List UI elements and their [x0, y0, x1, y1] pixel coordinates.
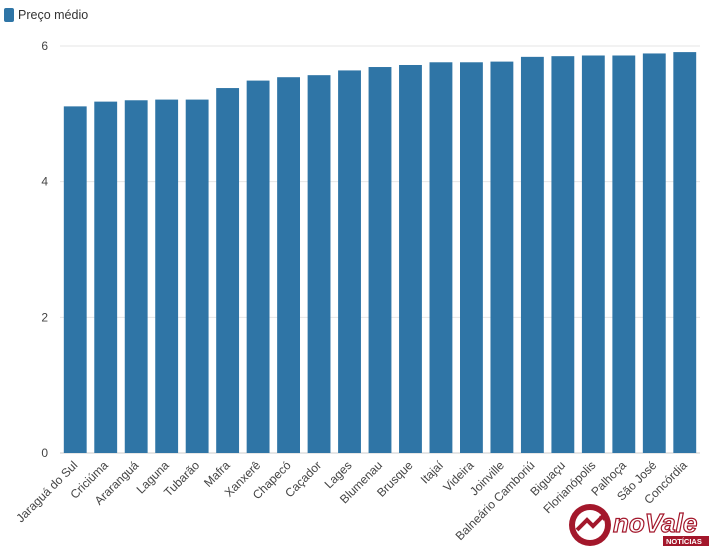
bar[interactable] — [94, 101, 118, 453]
bar[interactable] — [63, 106, 87, 453]
legend[interactable]: Preço médio — [4, 6, 88, 24]
bar[interactable] — [155, 99, 179, 454]
bar[interactable] — [551, 56, 575, 454]
novale-logo: noVale NOTÍCIAS — [569, 504, 709, 546]
legend-swatch — [4, 8, 14, 22]
bar[interactable] — [246, 80, 270, 453]
bar[interactable] — [368, 67, 392, 454]
bar[interactable] — [581, 55, 605, 453]
bar[interactable] — [642, 53, 666, 453]
y-tick-label: 2 — [41, 310, 48, 324]
y-axis: 0 2 4 6 — [41, 39, 48, 460]
bar[interactable] — [338, 70, 361, 454]
bar[interactable] — [277, 77, 300, 453]
legend-label: Preço médio — [18, 8, 89, 22]
bar[interactable] — [399, 64, 422, 453]
y-tick-label: 0 — [41, 446, 48, 460]
bar[interactable] — [490, 61, 514, 454]
bars — [63, 52, 697, 454]
bar[interactable] — [216, 88, 240, 453]
bar[interactable] — [520, 56, 544, 453]
bar[interactable] — [307, 75, 331, 453]
bar[interactable] — [124, 100, 148, 454]
bar[interactable] — [612, 55, 636, 453]
y-tick-label: 4 — [41, 175, 48, 189]
logo-subtext: NOTÍCIAS — [666, 537, 702, 546]
bar[interactable] — [460, 62, 483, 453]
bar[interactable] — [673, 52, 697, 453]
bar[interactable] — [429, 62, 453, 453]
logo-text: noVale — [613, 508, 697, 538]
y-tick-label: 6 — [41, 39, 48, 53]
bar[interactable] — [185, 99, 209, 454]
